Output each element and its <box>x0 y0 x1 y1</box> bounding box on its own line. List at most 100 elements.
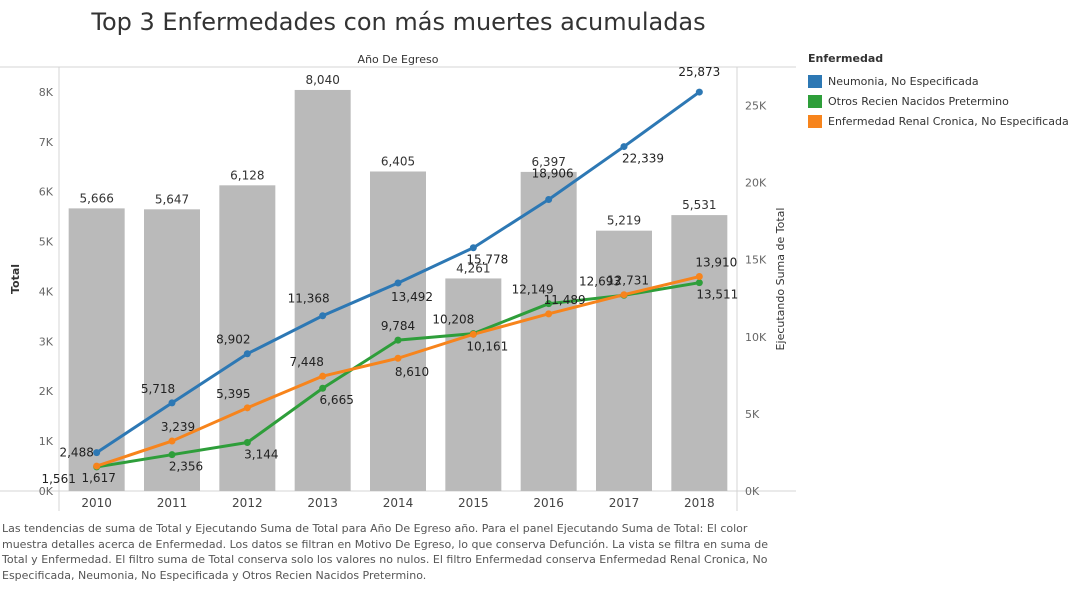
legend-swatch-pretermino <box>808 94 822 108</box>
series-point-label-2: 13,910 <box>695 256 737 270</box>
series-point-0 <box>319 312 327 320</box>
series-point-label-2: 1,617 <box>81 471 115 485</box>
right-tick-label: 25K <box>745 100 767 113</box>
series-point-label-0: 13,492 <box>391 290 433 304</box>
series-point-label-0: 2,488 <box>59 446 93 460</box>
x-tick-label: 2018 <box>684 496 715 510</box>
series-point-2 <box>319 372 327 380</box>
legend-title: Enfermedad <box>808 52 884 65</box>
right-axis-title: Ejecutando Suma de Total <box>774 208 787 351</box>
series-point-1 <box>168 451 176 459</box>
series-point-label-0: 8,902 <box>216 333 250 347</box>
series-point-label-2: 10,161 <box>466 339 508 353</box>
series-point-1 <box>243 439 251 447</box>
series-point-2 <box>93 462 101 470</box>
x-tick-label: 2015 <box>458 496 489 510</box>
series-point-0 <box>695 88 703 96</box>
bar-value-label: 5,531 <box>682 198 716 212</box>
x-tick-label: 2014 <box>383 496 414 510</box>
series-point-1 <box>545 300 553 308</box>
series-point-0 <box>168 399 176 407</box>
x-tick-label: 2010 <box>81 496 112 510</box>
series-point-label-1: 12,149 <box>512 283 554 297</box>
left-tick-label: 8K <box>39 86 54 99</box>
bar <box>445 278 502 491</box>
left-axis-title: Total <box>9 264 22 294</box>
series-point-label-2: 7,448 <box>289 355 323 369</box>
bar-value-label: 5,647 <box>155 192 189 206</box>
right-tick-label: 0K <box>745 485 760 498</box>
left-tick-label: 5K <box>39 236 54 249</box>
right-tick-label: 5K <box>745 408 760 421</box>
left-tick-label: 7K <box>39 136 54 149</box>
series-point-label-1: 10,208 <box>432 313 474 327</box>
bar-value-label: 6,405 <box>381 155 415 169</box>
series-point-0 <box>620 143 628 151</box>
bar <box>370 171 426 491</box>
chart-caption: Las tendencias de suma de Total y Ejecut… <box>2 522 769 582</box>
left-tick-label: 4K <box>39 285 54 298</box>
bar-value-label: 6,128 <box>230 168 264 182</box>
series-point-0 <box>545 196 553 204</box>
series-point-0 <box>469 244 477 252</box>
left-tick-label: 6K <box>39 186 54 199</box>
bar-value-label: 4,261 <box>456 261 490 275</box>
legend-item-renal[interactable]: Enfermedad Renal Cronica, No Especificad… <box>808 111 1069 131</box>
series-point-label-0: 11,368 <box>288 292 330 306</box>
series-point-label-1: 2,356 <box>169 460 203 474</box>
left-tick-label: 0K <box>39 485 54 498</box>
x-tick-label: 2012 <box>232 496 263 510</box>
x-tick-label: 2011 <box>157 496 188 510</box>
series-point-label-1: 9,784 <box>381 319 415 333</box>
series-point-label-2: 3,239 <box>161 420 195 434</box>
series-point-label-2: 5,395 <box>216 387 250 401</box>
bar-value-label: 6,397 <box>531 155 565 169</box>
bar-value-label: 5,219 <box>607 214 641 228</box>
bar-value-label: 5,666 <box>79 191 113 205</box>
legend-swatch-neumonia <box>808 74 822 88</box>
series-point-0 <box>394 279 402 287</box>
x-tick-label: 2017 <box>609 496 640 510</box>
series-point-label-0: 22,339 <box>622 152 664 166</box>
bar <box>68 208 125 492</box>
legend-label-neumonia: Neumonia, No Especificada <box>828 74 979 88</box>
series-point-label-1: 3,144 <box>244 448 278 462</box>
series-point-1 <box>319 384 327 392</box>
series-point-0 <box>93 449 101 457</box>
series-point-label-1: 13,511 <box>696 288 738 302</box>
left-tick-label: 2K <box>39 385 54 398</box>
series-point-label-0: 5,718 <box>141 382 175 396</box>
chart-title: Top 3 Enfermedades con más muertes acumu… <box>91 8 706 36</box>
series-point-label-0: 15,778 <box>466 253 508 267</box>
series-point-label-2: 11,489 <box>544 293 586 307</box>
combo-chart: Año De Egreso 0K 1K 2K 3K 4K 5K 6K 7K 8K 0K 5K 10K 15… <box>0 53 796 511</box>
legend-item-neumonia[interactable]: Neumonia, No Especificada <box>808 71 1069 91</box>
series-point-1 <box>394 336 402 344</box>
right-tick-label: 10K <box>745 331 767 344</box>
bar <box>520 171 577 491</box>
left-tick-label: 1K <box>39 435 54 448</box>
series-point-2 <box>695 273 703 281</box>
series-point-0 <box>243 350 251 358</box>
series-point-1 <box>695 279 703 287</box>
series-point-2 <box>620 291 628 299</box>
legend-item-pretermino[interactable]: Otros Recien Nacidos Pretermino <box>808 91 1069 111</box>
series-point-label-2: 12,731 <box>607 274 649 288</box>
bar <box>671 215 728 491</box>
header-label: Año De Egreso <box>358 53 439 66</box>
series-point-label-0: 25,873 <box>678 65 720 79</box>
series-point-2 <box>394 354 402 362</box>
legend-label-pretermino: Otros Recien Nacidos Pretermino <box>828 94 1009 108</box>
series-point-label-2: 8,610 <box>395 365 429 379</box>
series-point-label-1: 12,693 <box>579 274 621 288</box>
right-tick-label: 20K <box>745 177 767 190</box>
x-tick-label: 2013 <box>307 496 338 510</box>
right-tick-label: 15K <box>745 254 767 267</box>
bar <box>294 89 351 491</box>
bar-value-label: 8,040 <box>305 73 339 87</box>
series-point-2 <box>243 404 251 412</box>
series-point-2 <box>168 437 176 445</box>
series-point-label-1: 1,561 <box>41 472 75 486</box>
bar <box>596 230 652 491</box>
legend-label-renal: Enfermedad Renal Cronica, No Especificad… <box>828 114 1069 128</box>
